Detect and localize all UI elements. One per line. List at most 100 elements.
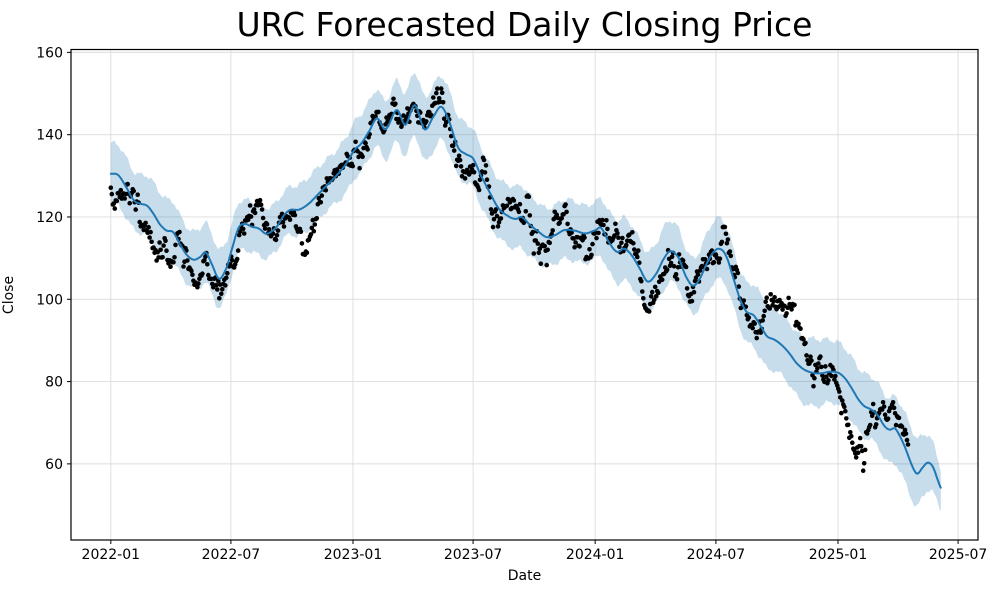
scatter-point bbox=[550, 228, 555, 233]
scatter-point bbox=[143, 220, 148, 226]
scatter-point bbox=[796, 321, 801, 327]
scatter-point bbox=[640, 289, 645, 294]
scatter-point bbox=[219, 291, 224, 297]
scatter-point bbox=[248, 214, 254, 219]
scatter-point bbox=[577, 244, 582, 249]
scatter-point bbox=[443, 119, 449, 125]
scatter-point bbox=[493, 207, 499, 212]
scatter-point bbox=[131, 188, 136, 194]
scatter-point bbox=[365, 147, 370, 152]
scatter-point bbox=[482, 170, 488, 175]
y-tick-label: 80 bbox=[45, 375, 63, 391]
scatter-point bbox=[190, 272, 195, 278]
scatter-point bbox=[299, 241, 305, 246]
scatter-point bbox=[146, 224, 151, 230]
scatter-point bbox=[818, 354, 823, 359]
scatter-point bbox=[504, 203, 510, 209]
x-tick-label: 2025-01 bbox=[809, 547, 868, 563]
scatter-point bbox=[780, 307, 785, 312]
scatter-point bbox=[764, 295, 769, 301]
scatter-point bbox=[811, 383, 816, 389]
scatter-point bbox=[523, 209, 529, 214]
scatter-point bbox=[225, 270, 230, 276]
scatter-point bbox=[161, 243, 166, 248]
scatter-point bbox=[616, 235, 621, 240]
scatter-point bbox=[651, 297, 657, 303]
scatter-point bbox=[855, 450, 861, 456]
scatter-point bbox=[318, 200, 324, 205]
scatter-point bbox=[727, 249, 733, 254]
scatter-point bbox=[357, 165, 362, 171]
scatter-point bbox=[808, 354, 813, 360]
scatter-point bbox=[842, 404, 847, 410]
scatter-point bbox=[590, 241, 595, 247]
scatter-point bbox=[816, 361, 821, 366]
scatter-point bbox=[725, 237, 731, 242]
scatter-point bbox=[206, 272, 211, 278]
scatter-point bbox=[214, 282, 219, 288]
scatter-point bbox=[431, 95, 436, 100]
scatter-point bbox=[762, 308, 767, 314]
scatter-point bbox=[127, 200, 132, 206]
scatter-point bbox=[185, 258, 190, 263]
scatter-point bbox=[648, 294, 654, 299]
scatter-point bbox=[885, 416, 891, 422]
scatter-point bbox=[862, 447, 868, 453]
scatter-point bbox=[824, 374, 829, 380]
scatter-point bbox=[798, 326, 803, 332]
scatter-point bbox=[536, 250, 542, 256]
scatter-point bbox=[476, 187, 482, 193]
scatter-point bbox=[671, 264, 677, 269]
scatter-point bbox=[630, 230, 635, 235]
scatter-point bbox=[695, 272, 701, 277]
scatter-point bbox=[752, 321, 757, 326]
scatter-point bbox=[125, 181, 130, 187]
scatter-point bbox=[538, 261, 544, 267]
x-tick-label: 2024-07 bbox=[687, 547, 746, 563]
scatter-point bbox=[823, 364, 828, 369]
scatter-point bbox=[200, 271, 205, 277]
scatter-point bbox=[601, 222, 606, 228]
scatter-point bbox=[572, 245, 577, 250]
scatter-point bbox=[711, 259, 717, 265]
scatter-point bbox=[620, 235, 625, 241]
scatter-point bbox=[189, 268, 194, 274]
scatter-point bbox=[451, 148, 457, 153]
scatter-point bbox=[240, 226, 246, 232]
scatter-point bbox=[896, 415, 902, 421]
scatter-point bbox=[564, 209, 569, 215]
scatter-point bbox=[236, 232, 242, 238]
scatter-point bbox=[259, 207, 265, 212]
scatter-point bbox=[853, 455, 859, 460]
scatter-point bbox=[237, 229, 243, 234]
scatter-point bbox=[668, 260, 674, 266]
scatter-point bbox=[837, 389, 842, 394]
scatter-point bbox=[659, 277, 665, 283]
scatter-point bbox=[535, 241, 541, 246]
y-axis-label: Close bbox=[1, 275, 17, 315]
scatter-point bbox=[450, 143, 456, 148]
scatter-point bbox=[544, 262, 549, 268]
scatter-point bbox=[245, 217, 251, 222]
scatter-point bbox=[287, 217, 293, 222]
scatter-point bbox=[624, 242, 629, 248]
scatter-point bbox=[680, 258, 686, 263]
scatter-point bbox=[891, 405, 897, 411]
scatter-point bbox=[108, 185, 114, 190]
scatter-point bbox=[758, 330, 763, 335]
scatter-point bbox=[664, 267, 670, 273]
scatter-point bbox=[498, 216, 504, 221]
scatter-point bbox=[674, 276, 680, 282]
scatter-point bbox=[843, 408, 848, 414]
scatter-point bbox=[441, 116, 447, 121]
scatter-point bbox=[163, 238, 168, 244]
scatter-point bbox=[596, 230, 601, 236]
y-tick-label: 100 bbox=[36, 292, 63, 308]
scatter-point bbox=[594, 235, 599, 241]
scatter-point bbox=[861, 461, 867, 466]
scatter-point bbox=[600, 217, 605, 223]
y-tick-label: 140 bbox=[36, 128, 63, 144]
scatter-point bbox=[641, 296, 646, 301]
scatter-point bbox=[589, 252, 594, 258]
